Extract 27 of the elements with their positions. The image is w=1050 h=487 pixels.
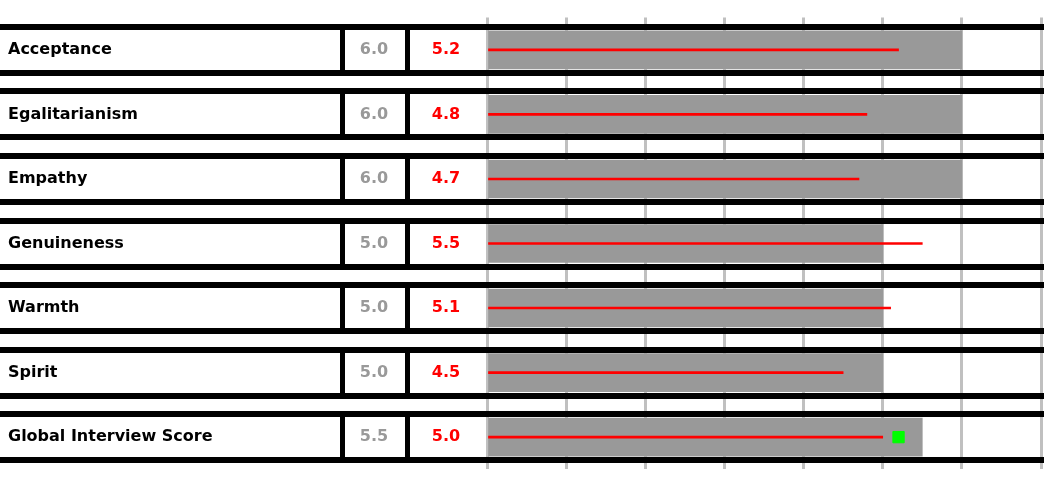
bar [488,371,844,374]
data-label: 6.0 [359,103,389,123]
y-tick-label: Genuineness [8,232,124,252]
y-tick-label: Global Interview Score [8,426,213,446]
y-tick-label: Egalitarianism [8,103,138,123]
bar [488,242,923,245]
bar [488,95,963,134]
data-label: 4.8 [431,103,461,123]
data-label: 5.5 [359,426,389,446]
y-tick-label: Spirit [8,361,58,381]
data-label: 4.5 [431,361,461,381]
data-label: 5.2 [431,39,461,59]
data-label: 6.0 [359,168,389,188]
data-label: 5.0 [359,361,389,381]
data-label: 4.7 [431,168,461,188]
data-label: 5.0 [359,297,389,317]
data-label: 5.5 [431,232,461,252]
data-label: 5.0 [359,232,389,252]
data-label: 5.1 [431,297,461,317]
data-label: 6.0 [359,39,389,59]
data-label: 5.0 [431,426,461,446]
bar [488,353,884,392]
y-tick-label: Empathy [8,168,88,188]
bar [488,113,868,116]
bar [488,224,884,263]
y-tick-label: Acceptance [8,39,112,59]
y-tick-label: Warmth [8,297,80,317]
